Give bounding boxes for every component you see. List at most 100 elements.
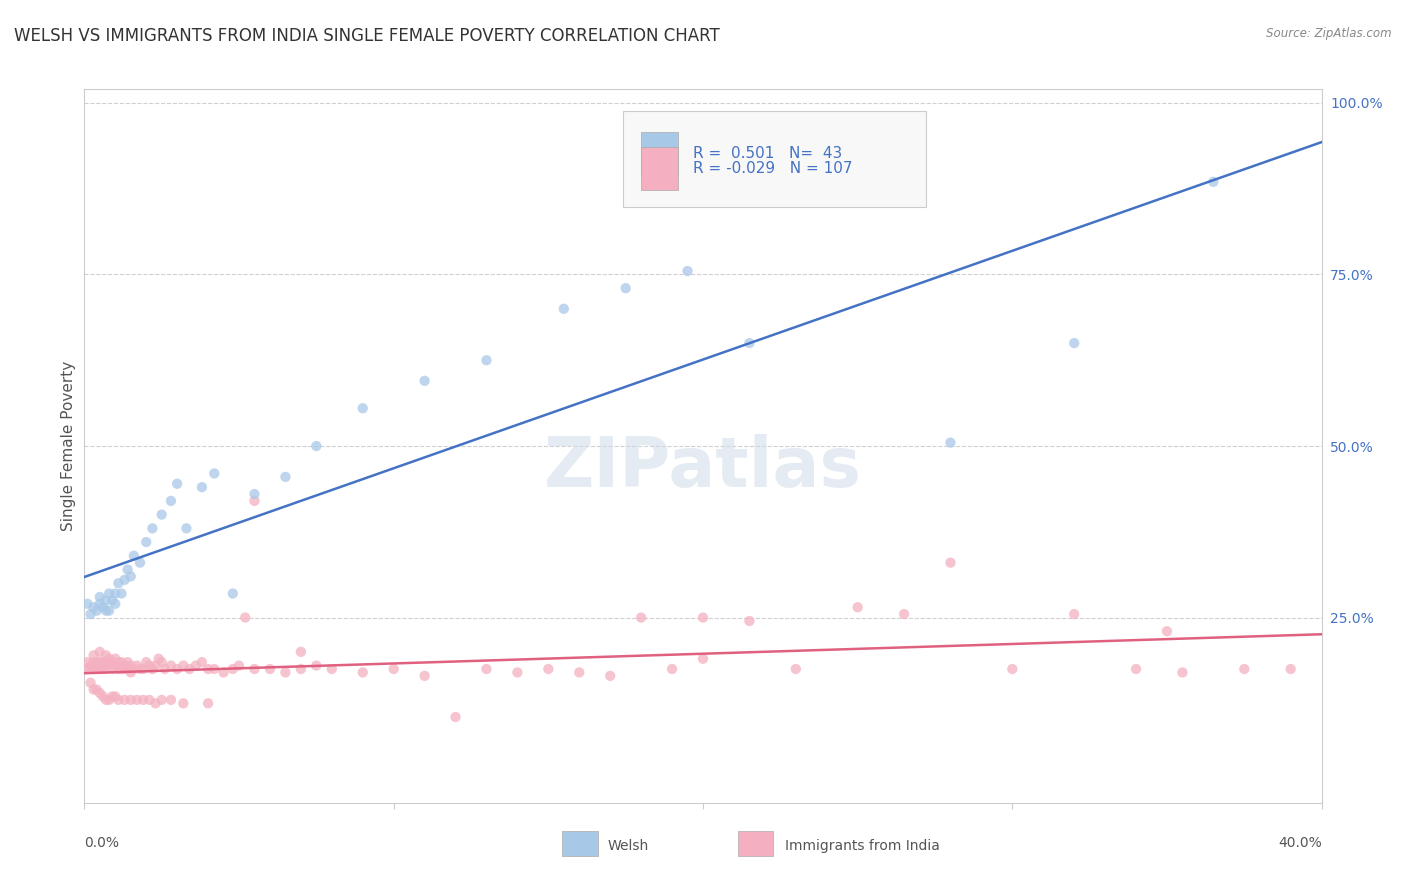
Point [125, 658, 148, 673]
Point [553, 301, 575, 316]
Point [160, 693, 183, 707]
Point [785, 662, 807, 676]
Point [1125, 662, 1147, 676]
Point [172, 696, 194, 710]
Point [76, 655, 98, 669]
Point [676, 264, 699, 278]
Point [1001, 662, 1024, 676]
Point [114, 658, 136, 673]
Point [145, 696, 167, 710]
Point [120, 658, 142, 673]
Point [305, 658, 328, 673]
Point [114, 693, 136, 707]
Point [83, 682, 105, 697]
Point [94, 593, 117, 607]
Text: R =  0.501   N=  43: R = 0.501 N= 43 [693, 146, 842, 161]
Point [107, 693, 129, 707]
Point [79, 675, 101, 690]
Point [107, 576, 129, 591]
Point [150, 655, 173, 669]
Point [444, 710, 467, 724]
Point [132, 662, 155, 676]
Point [1171, 665, 1194, 680]
Point [222, 662, 245, 676]
FancyBboxPatch shape [641, 132, 678, 175]
Point [202, 467, 225, 481]
Point [94, 662, 117, 676]
Point [893, 607, 915, 621]
FancyBboxPatch shape [623, 111, 925, 207]
Point [141, 521, 163, 535]
Point [107, 655, 129, 669]
Text: Source: ZipAtlas.com: Source: ZipAtlas.com [1267, 27, 1392, 40]
Point [184, 658, 207, 673]
Point [120, 693, 142, 707]
Point [233, 610, 256, 624]
Point [172, 658, 194, 673]
Point [114, 573, 136, 587]
Point [117, 662, 139, 676]
Point [117, 655, 139, 669]
Point [83, 662, 105, 676]
Point [939, 435, 962, 450]
Point [98, 604, 121, 618]
Point [259, 662, 281, 676]
Point [1156, 624, 1178, 639]
Point [98, 693, 121, 707]
Point [83, 648, 105, 663]
Point [738, 336, 761, 351]
Point [382, 662, 405, 676]
Point [150, 693, 173, 707]
Point [91, 600, 114, 615]
Point [661, 662, 683, 676]
Point [86, 604, 108, 618]
Point [202, 662, 225, 676]
Point [475, 353, 498, 368]
Text: R = -0.029   N = 107: R = -0.029 N = 107 [693, 161, 852, 176]
Point [274, 665, 297, 680]
Point [122, 662, 145, 676]
Point [94, 655, 117, 669]
Point [568, 665, 591, 680]
Point [91, 655, 114, 669]
Point [86, 655, 108, 669]
Point [104, 651, 127, 665]
Point [125, 693, 148, 707]
Point [101, 690, 124, 704]
Point [76, 662, 98, 676]
Point [692, 610, 714, 624]
Point [101, 662, 124, 676]
Point [104, 690, 127, 704]
Point [104, 597, 127, 611]
Point [79, 658, 101, 673]
Point [114, 662, 136, 676]
Point [89, 645, 111, 659]
Point [98, 651, 121, 665]
Point [321, 662, 343, 676]
Point [101, 655, 124, 669]
Point [138, 693, 160, 707]
Text: WELSH VS IMMIGRANTS FROM INDIA SINGLE FEMALE POVERTY CORRELATION CHART: WELSH VS IMMIGRANTS FROM INDIA SINGLE FE… [14, 27, 720, 45]
Point [94, 648, 117, 663]
FancyBboxPatch shape [641, 147, 678, 190]
Point [83, 600, 105, 615]
Point [191, 655, 214, 669]
Point [129, 556, 152, 570]
Text: 40.0%: 40.0% [1278, 836, 1322, 850]
Point [1279, 662, 1302, 676]
Point [160, 658, 183, 673]
Point [129, 662, 152, 676]
Point [135, 655, 157, 669]
Point [166, 662, 188, 676]
Point [122, 549, 145, 563]
Point [110, 662, 132, 676]
Point [290, 662, 312, 676]
Point [197, 662, 219, 676]
Point [352, 665, 374, 680]
Point [86, 682, 108, 697]
Point [228, 658, 250, 673]
Text: Welsh: Welsh [607, 838, 648, 853]
Point [94, 693, 117, 707]
Point [89, 597, 111, 611]
Point [132, 693, 155, 707]
